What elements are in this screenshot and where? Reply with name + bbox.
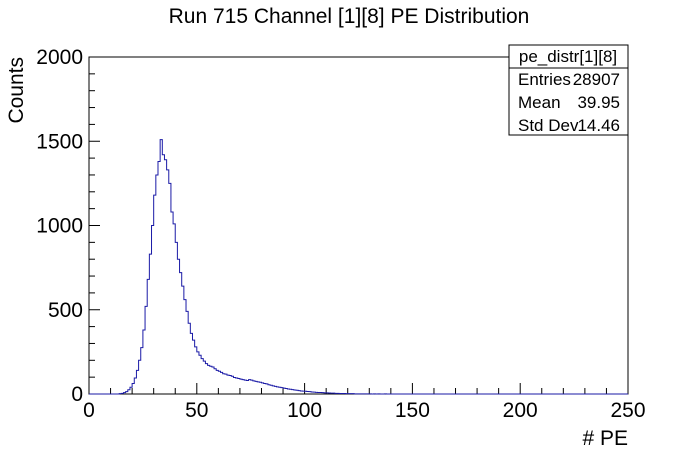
histogram-bin (223, 374, 225, 394)
x-tick-label: 100 (287, 399, 322, 422)
histogram-bin (266, 384, 268, 394)
x-tick-label: 150 (395, 399, 430, 422)
histogram-outline (89, 139, 628, 395)
y-tick-label: 1000 (36, 215, 83, 238)
x-tick-label: 200 (503, 399, 538, 422)
histogram-bin (160, 140, 162, 394)
stats-label-mean: Mean (518, 93, 561, 112)
y-tick-label: 0 (71, 383, 83, 406)
histogram-bin (214, 369, 216, 394)
histogram-bin (229, 375, 231, 394)
y-tick-label: 500 (48, 299, 83, 322)
histogram-bin (251, 380, 253, 394)
histogram-bin (203, 361, 205, 394)
histogram-bin (279, 387, 281, 394)
x-tick-label: 250 (610, 399, 645, 422)
stats-label-entries: Entries (518, 70, 571, 89)
histogram-bin (192, 340, 194, 394)
histogram-bin (186, 311, 188, 394)
y-axis-label: Counts (5, 57, 28, 124)
histogram-bin (158, 161, 160, 394)
histogram-bin (264, 384, 266, 394)
x-axis-label: # PE (582, 427, 628, 450)
histogram-bin (208, 365, 210, 394)
histogram-bin (270, 385, 272, 394)
histogram-bin (277, 387, 279, 394)
x-tick-label: 0 (83, 399, 95, 422)
stats-value-stddev: 14.46 (577, 116, 620, 135)
stats-box-title: pe_distr[1][8] (519, 47, 617, 66)
histogram-bin (156, 175, 158, 394)
x-tick-label: 50 (185, 399, 208, 422)
axis-tick-labels: 0 50 100 150 200 250 0 500 1000 1500 2000 (36, 46, 645, 422)
histogram-bin (268, 385, 270, 394)
histogram-bin (190, 333, 192, 394)
histogram-bin (253, 381, 255, 394)
chart-title: Run 715 Channel [1][8] PE Distribution (169, 5, 530, 28)
histogram-bin (227, 375, 229, 394)
histogram-bin (274, 386, 276, 394)
stats-value-entries: 28907 (573, 70, 620, 89)
histogram-bin (188, 323, 190, 394)
histogram-bin (244, 380, 246, 394)
histogram-bin (199, 355, 201, 394)
stats-value-mean: 39.95 (577, 93, 620, 112)
histogram-bin (171, 212, 173, 394)
histogram-bin (225, 374, 227, 394)
histogram-bin (180, 273, 182, 394)
y-tick-label: 2000 (36, 46, 83, 69)
histogram-bin (242, 380, 244, 394)
y-tick-label: 1500 (36, 130, 83, 153)
histogram-bin (173, 224, 175, 394)
histogram-bin (201, 359, 203, 394)
histogram-bin (175, 242, 177, 394)
histogram-bin (249, 380, 251, 394)
histogram-bin (236, 378, 238, 394)
histogram-bin (246, 381, 248, 394)
histogram-bin (182, 286, 184, 394)
histogram-bins (119, 140, 386, 394)
histogram-bin (169, 183, 171, 394)
histogram-bin (184, 300, 186, 394)
histogram-bin (205, 364, 207, 394)
histogram-bin (177, 259, 179, 394)
histogram-bin (257, 382, 259, 394)
histogram-bin (162, 155, 164, 394)
histogram-bin (272, 386, 274, 394)
histogram-bin (164, 160, 166, 394)
stats-box: pe_distr[1][8] Entries 28907 Mean 39.95 … (508, 44, 629, 136)
histogram-bin (233, 377, 235, 394)
histogram-bin (212, 367, 214, 394)
stats-label-stddev: Std Dev (518, 116, 579, 135)
stats-box-frame (508, 44, 629, 136)
histogram-bin (255, 381, 257, 394)
histogram-bin (231, 376, 233, 394)
histogram-bin (167, 170, 169, 394)
histogram-bin (210, 366, 212, 394)
histogram-bin (221, 372, 223, 394)
